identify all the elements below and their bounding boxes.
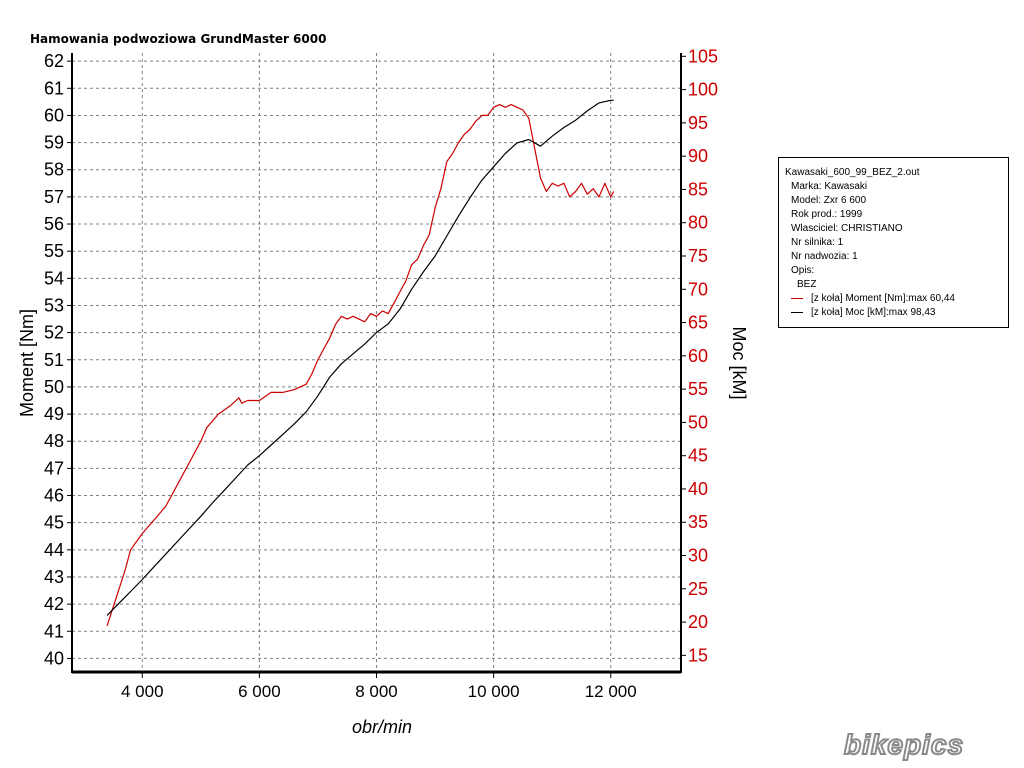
legend-model: Model: Zxr 6 600 [791, 195, 867, 206]
x-tick-label: 6 000 [238, 682, 281, 701]
legend-marka: Marka: Kawasaki [791, 181, 868, 192]
legend-entry-moment-label: [z koła] Moment [Nm]:max 60,44 [811, 293, 955, 304]
y-right-tick-label: 15 [688, 645, 708, 665]
y-left-tick-label: 58 [44, 160, 64, 180]
series [106, 99, 615, 626]
y-left-tick-label: 43 [44, 567, 64, 587]
y-right-tick-label: 35 [688, 512, 708, 532]
legend-opis-label: Opis: [791, 265, 815, 276]
legend-swatch-moc [791, 311, 803, 313]
y-left-tick-label: 51 [44, 350, 64, 370]
y-right-tick-label: 65 [688, 313, 708, 333]
moment-series-line [106, 103, 615, 626]
y-left-tick-label: 50 [44, 377, 64, 397]
legend-file: Kawasaki_600_99_BEZ_2.out [785, 167, 920, 178]
legend-nadwozie: Nr nadwozia: 1 [791, 251, 858, 262]
y-left-tick-label: 46 [44, 486, 64, 506]
legend-entry-moc: [z koła] Moc [kM]:max 98,43 [785, 306, 1002, 320]
y-left-tick-label: 60 [44, 105, 64, 125]
y-left-tick-label: 49 [44, 404, 64, 424]
watermark-logo: bikepics [843, 729, 964, 761]
y-left-tick-label: 61 [44, 78, 64, 98]
y-right-tick-label: 80 [688, 213, 708, 233]
y-left-tick-label: 59 [44, 133, 64, 153]
y-right-tick-label: 30 [688, 546, 708, 566]
y-right-tick-label: 45 [688, 446, 708, 466]
legend-opis-value: BEZ [797, 279, 817, 290]
y-right-tick-label: 60 [688, 346, 708, 366]
grid [72, 53, 681, 672]
y-right-tick-label: 25 [688, 579, 708, 599]
legend-rok: Rok prod.: 1999 [791, 209, 863, 220]
x-axis-label: obr/min [352, 717, 412, 737]
y-left-tick-label: 41 [44, 621, 64, 641]
y-right-tick-label: 90 [688, 146, 708, 166]
y-left-tick-label: 45 [44, 513, 64, 533]
y-right-tick-label: 95 [688, 113, 708, 133]
y-left-tick-label: 52 [44, 323, 64, 343]
y-left-tick-label: 57 [44, 187, 64, 207]
x-tick-label: 8 000 [355, 682, 398, 701]
moc-series-line [106, 99, 614, 616]
y-right-tick-label: 75 [688, 246, 708, 266]
y-right-tick-label: 50 [688, 412, 708, 432]
y-left-axis-label: Moment [Nm] [17, 309, 37, 417]
y-right-tick-label: 100 [688, 80, 718, 100]
legend-entry-moc-label: [z koła] Moc [kM]:max 98,43 [811, 307, 936, 318]
y-left-tick-label: 42 [44, 594, 64, 614]
chart-title: Hamowania podwoziowa GrundMaster 6000 [30, 32, 326, 46]
x-tick-label: 4 000 [121, 682, 164, 701]
y-left-tick-label: 40 [44, 648, 64, 668]
legend-wlasciciel: Wlasciciel: CHRISTIANO [791, 223, 903, 234]
y-left-tick-label: 55 [44, 241, 64, 261]
y-left-tick-label: 53 [44, 295, 64, 315]
legend-silnik: Nr silnika: 1 [791, 237, 844, 248]
y-right-tick-label: 85 [688, 179, 708, 199]
y-left-tick-label: 54 [44, 268, 64, 288]
y-right-tick-label: 40 [688, 479, 708, 499]
x-tick-label: 10 000 [468, 682, 520, 701]
y-left-tick-label: 47 [44, 458, 64, 478]
y-right-tick-label: 70 [688, 279, 708, 299]
legend-swatch-moment [791, 297, 803, 299]
y-right-tick-label: 105 [688, 46, 718, 66]
y-left-tick-label: 56 [44, 214, 64, 234]
y-left-tick-label: 62 [44, 51, 64, 71]
ticks: 40 41 42 43 44 45 46 47 48 49 50 51 52 53 54 55 56 57 58 59… [44, 46, 718, 701]
y-right-tick-label: 20 [688, 612, 708, 632]
y-right-axis-label: Moc [kM] [729, 326, 749, 399]
x-tick-label: 12 000 [585, 682, 637, 701]
watermark-text: bikepics [844, 729, 964, 760]
legend-entry-moment: [z koła] Moment [Nm]:max 60,44 [785, 292, 1002, 306]
y-right-tick-label: 55 [688, 379, 708, 399]
legend: Kawasaki_600_99_BEZ_2.out Marka: Kawasak… [778, 157, 1009, 328]
y-left-tick-label: 44 [44, 540, 64, 560]
y-left-tick-label: 48 [44, 431, 64, 451]
